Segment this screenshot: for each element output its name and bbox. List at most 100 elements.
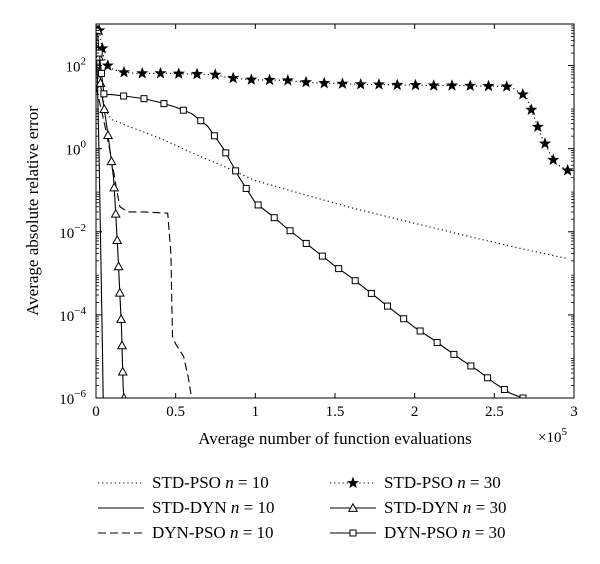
x-tick-label: 2: [411, 404, 419, 420]
x-multiplier: ×105: [538, 426, 567, 446]
legend-marker-5: [349, 529, 357, 537]
marker-triangle-4-13: [117, 366, 128, 376]
x-multiplier-base: ×10: [538, 430, 561, 446]
y-tick-exp: −6: [74, 388, 86, 400]
legend-value: = 10: [238, 523, 273, 542]
legend-var: n: [225, 473, 234, 492]
marker-star-3-9: [227, 71, 240, 84]
legend-var: n: [230, 523, 239, 542]
legend-name: STD-PSO: [384, 473, 457, 492]
marker-square-5-6: [179, 106, 187, 114]
marker-square-5-13: [270, 214, 278, 222]
marker-square-5-27: [500, 386, 508, 394]
marker-star-3-3: [117, 65, 131, 78]
marker-square-5-19: [367, 289, 375, 297]
series-line-2: [96, 87, 193, 398]
marker-triangle-4-3: [99, 103, 110, 113]
legend-name: STD-PSO: [152, 473, 225, 492]
legend-item-4: STD-DYN n = 30: [330, 498, 506, 517]
legend-var: n: [231, 498, 240, 517]
series-5: [96, 49, 527, 398]
marker-star-3-6: [172, 67, 185, 79]
legend-item-5: DYN-PSO n = 30: [330, 523, 506, 542]
legend-value: = 10: [234, 473, 269, 492]
marker-star-3-11: [263, 73, 276, 86]
y-tick-exp: 0: [81, 139, 87, 151]
marker-star-3-28: [538, 137, 552, 149]
legend-var: n: [463, 498, 472, 517]
marker-square-5-17: [335, 265, 343, 273]
y-tick-exp: −4: [74, 305, 86, 317]
marker-star-3-5: [154, 66, 167, 79]
legend-item-1: STD-DYN n = 10: [98, 498, 274, 517]
marker-square-5-5: [160, 100, 168, 108]
marker-square-5-8: [210, 132, 218, 140]
series-line-0: [96, 25, 567, 259]
marker-star-3-20: [427, 79, 440, 91]
x-tick-label: 3: [570, 404, 578, 420]
marker-triangle-4-5: [106, 156, 117, 166]
x-tick-label: 0: [92, 404, 100, 420]
marker-square-5-15: [302, 239, 310, 247]
y-tick-base: 10: [59, 226, 74, 242]
marker-square-5-18: [351, 277, 359, 285]
y-tick-label: 102: [66, 56, 87, 76]
x-tick-label: 2.5: [485, 404, 504, 420]
marker-square-5-10: [232, 167, 240, 175]
marker-square-5-24: [450, 350, 458, 358]
marker-triangle-4-8: [112, 234, 123, 244]
plot-area: [96, 24, 574, 398]
marker-star-3-4: [136, 66, 149, 79]
x-axis-label: Average number of function evaluations: [198, 429, 471, 448]
marker-triangle-4-11: [116, 313, 127, 323]
marker-square-5-23: [433, 338, 441, 346]
marker-star-3-29: [547, 153, 560, 166]
plot-frame: [95, 23, 575, 399]
legend-label-1: STD-DYN n = 10: [152, 498, 274, 517]
marker-star-3-10: [245, 73, 258, 85]
marker-star-3-7: [190, 67, 204, 80]
marker-square-5-12: [254, 201, 262, 209]
marker-star-3-27: [531, 120, 544, 133]
legend-marker-3: [346, 476, 360, 489]
marker-square-5-28: [519, 394, 527, 398]
marker-star-3-22: [464, 79, 477, 91]
marker-star-3-21: [445, 79, 459, 91]
x-tick-label: 1: [252, 404, 260, 420]
series-0: [96, 25, 567, 259]
marker-star-3-23: [482, 79, 495, 92]
legend-value: = 10: [239, 498, 274, 517]
legend-value: = 30: [471, 498, 506, 517]
y-tick-exp: 2: [81, 56, 87, 68]
marker-square-5-20: [384, 302, 392, 310]
marker-star-3-2: [101, 59, 114, 71]
legend-item-3: STD-PSO n = 30: [330, 473, 501, 492]
marker-square-5-9: [222, 149, 230, 157]
legend-label-5: DYN-PSO n = 30: [384, 523, 506, 542]
marker-square-5-26: [484, 374, 492, 382]
marker-square-5-16: [318, 252, 326, 260]
legend-name: DYN-PSO: [152, 523, 230, 542]
legend-item-2: DYN-PSO n = 10: [98, 523, 274, 542]
legend-item-0: STD-PSO n = 10: [98, 473, 269, 492]
legend-var: n: [462, 523, 471, 542]
marker-star-3-25: [516, 88, 529, 100]
y-tick-base: 10: [66, 143, 81, 159]
legend-value: = 30: [466, 473, 501, 492]
legend-label-3: STD-PSO n = 30: [384, 473, 501, 492]
y-tick-base: 10: [59, 309, 74, 325]
legend-label-4: STD-DYN n = 30: [384, 498, 506, 517]
marker-triangle-4-9: [113, 261, 124, 271]
series-3: [96, 24, 574, 176]
legend-name: STD-DYN: [152, 498, 231, 517]
legend-marker-4: [347, 502, 359, 512]
legend-var: n: [457, 473, 466, 492]
series-2: [96, 87, 193, 398]
marker-star-3-26: [525, 103, 538, 115]
legend-name: DYN-PSO: [384, 523, 462, 542]
marker-square-5-7: [197, 117, 205, 125]
y-tick-label: 10−2: [59, 222, 86, 242]
x-tick-label: 1.5: [326, 404, 345, 420]
